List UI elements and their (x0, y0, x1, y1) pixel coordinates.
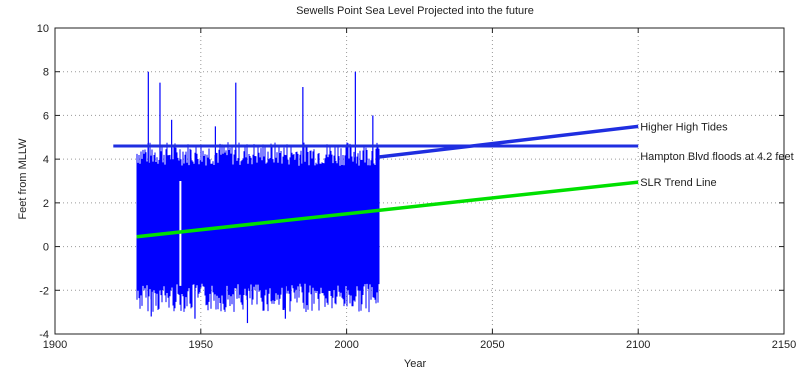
x-tick-label: 2000 (334, 339, 358, 351)
series-slr-trend-line (136, 180, 639, 239)
x-tick-label: 1950 (189, 339, 213, 351)
y-tick-label: 6 (43, 110, 49, 122)
y-tick-label: 4 (43, 154, 49, 166)
series-higher-high-tides (378, 124, 639, 159)
annotation-slr-trend-line: SLR Trend Line (640, 177, 716, 189)
y-tick-label: -2 (39, 285, 49, 297)
y-axis-label: Feet from MLLW (17, 138, 29, 220)
plot-area: 1900 1950 2000 2050 2100 2150 -4 -2 0 2 4 6 8 10 Highe… (37, 23, 796, 351)
x-axis-label: Year (404, 358, 427, 368)
chart-title: Sewells Point Sea Level Projected into t… (296, 5, 534, 17)
annotation-hampton-blvd-floods-at-4-2-feet: Hampton Blvd floods at 4.2 feet (640, 151, 793, 163)
y-tick-label: 0 (43, 242, 49, 254)
annotation-higher-high-tides: Higher High Tides (640, 121, 728, 133)
y-tick-label: 10 (37, 23, 49, 35)
y-tick-label: -4 (39, 329, 49, 341)
y-tick-label: 8 (43, 67, 49, 79)
x-tick-label: 1900 (43, 339, 67, 351)
axes-frame (54, 27, 785, 335)
x-tick-label: 2100 (626, 339, 650, 351)
x-tick-label: 2150 (772, 339, 796, 351)
x-tick-label: 2050 (480, 339, 504, 351)
y-tick-label: 2 (43, 198, 49, 210)
